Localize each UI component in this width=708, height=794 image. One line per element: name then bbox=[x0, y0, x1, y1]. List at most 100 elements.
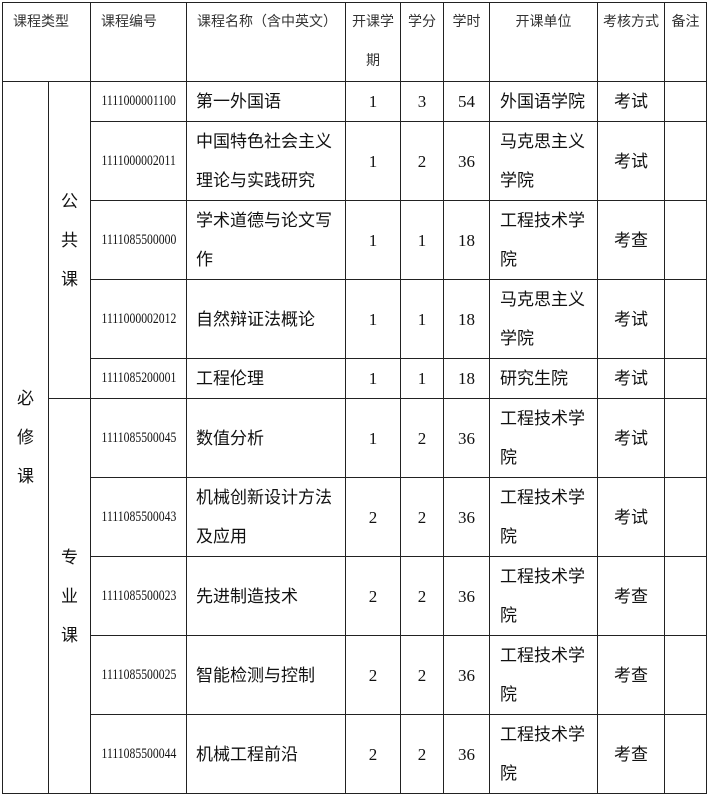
exam-type: 考试 bbox=[597, 398, 665, 478]
credit: 2 bbox=[400, 556, 444, 636]
hours: 54 bbox=[443, 81, 490, 122]
course-code-text: 1111000002011 bbox=[101, 152, 176, 169]
header-exam: 考核方式 bbox=[597, 2, 665, 82]
header-semester: 开课学期 bbox=[345, 2, 401, 82]
table-row: 1111085500025 智能检测与控制 2 2 36 工程技术学院 考查 bbox=[3, 635, 707, 715]
exam-type: 考查 bbox=[597, 200, 665, 280]
semester: 1 bbox=[345, 279, 401, 359]
note bbox=[664, 556, 707, 636]
semester: 2 bbox=[345, 556, 401, 636]
credit: 2 bbox=[400, 635, 444, 715]
exam-type: 考查 bbox=[597, 556, 665, 636]
course-name: 学术道德与论文写作 bbox=[186, 200, 346, 280]
course-code: 1111085500025 bbox=[90, 635, 187, 715]
course-code-text: 1111085500044 bbox=[101, 745, 177, 762]
course-code: 1111085500043 bbox=[90, 477, 187, 557]
course-name: 数值分析 bbox=[186, 398, 346, 478]
credit: 2 bbox=[400, 477, 444, 557]
course-code-text: 1111085200001 bbox=[101, 370, 177, 386]
course-code: 1111085500045 bbox=[90, 398, 187, 478]
exam-type: 考查 bbox=[597, 635, 665, 715]
hours: 36 bbox=[443, 477, 490, 557]
credit: 3 bbox=[400, 81, 444, 122]
course-name: 智能检测与控制 bbox=[186, 635, 346, 715]
exam-type: 考试 bbox=[597, 121, 665, 201]
header-note: 备注 bbox=[664, 2, 707, 82]
exam-type: 考试 bbox=[597, 279, 665, 359]
category-major-text: 专业课 bbox=[61, 547, 78, 645]
course-code: 1111085500044 bbox=[90, 714, 187, 794]
hours: 36 bbox=[443, 556, 490, 636]
semester: 1 bbox=[345, 398, 401, 478]
exam-type: 考试 bbox=[597, 81, 665, 122]
table-row: 专业课 1111085500045 数值分析 1 2 36 工程技术学院 考试 bbox=[3, 398, 707, 794]
course-code: 1111000002011 bbox=[90, 121, 187, 201]
course-name: 工程伦理 bbox=[186, 358, 346, 399]
credit: 1 bbox=[400, 200, 444, 280]
course-code: 1111085200001 bbox=[90, 358, 187, 399]
note bbox=[664, 635, 707, 715]
hours: 18 bbox=[443, 200, 490, 280]
note bbox=[664, 200, 707, 280]
header-hours: 学时 bbox=[443, 2, 490, 82]
course-name: 第一外国语 bbox=[186, 81, 346, 122]
course-name: 中国特色社会主义理论与实践研究 bbox=[186, 121, 346, 201]
note bbox=[664, 477, 707, 557]
unit: 研究生院 bbox=[489, 358, 598, 399]
exam-type: 考试 bbox=[597, 477, 665, 557]
course-code-text: 1111000002012 bbox=[101, 310, 177, 327]
header-row: 课程类型 课程编号 课程名称（含中英文） 开课学期 学分 学时 开课单位 考核方… bbox=[2, 2, 707, 82]
credit: 2 bbox=[400, 714, 444, 794]
note bbox=[664, 81, 707, 122]
exam-type: 考试 bbox=[597, 358, 665, 399]
category-public-text: 公共课 bbox=[61, 191, 78, 289]
semester: 1 bbox=[345, 200, 401, 280]
table-row: 1111085500043 机械创新设计方法及应用 2 2 36 工程技术学院 考试 bbox=[3, 477, 707, 557]
unit: 马克思主义学院 bbox=[489, 279, 598, 359]
table-row: 1111085500044 机械工程前沿 2 2 36 工程技术学院 考查 bbox=[3, 714, 707, 794]
course-code-text: 1111085500043 bbox=[101, 508, 177, 525]
unit: 工程技术学院 bbox=[489, 714, 598, 794]
note bbox=[664, 279, 707, 359]
note bbox=[664, 358, 707, 399]
course-code: 1111000002012 bbox=[90, 279, 187, 359]
category-main-text: 必修课 bbox=[17, 389, 34, 486]
header-semester-text: 开课学期 bbox=[352, 15, 394, 69]
course-code: 1111000001100 bbox=[90, 81, 187, 122]
course-code-text: 1111085500045 bbox=[101, 429, 177, 446]
category-major: 专业课 bbox=[48, 398, 91, 794]
hours: 18 bbox=[443, 279, 490, 359]
course-name: 先进制造技术 bbox=[186, 556, 346, 636]
hours: 36 bbox=[443, 121, 490, 201]
course-code: 1111085500023 bbox=[90, 556, 187, 636]
unit: 工程技术学院 bbox=[489, 635, 598, 715]
table-row: 1111085500023 先进制造技术 2 2 36 工程技术学院 考查 bbox=[3, 556, 707, 636]
credit: 2 bbox=[400, 121, 444, 201]
course-code-text: 1111085500025 bbox=[101, 666, 177, 683]
table-row: 1111085200001 工程伦理 1 1 18 研究生院 考试 bbox=[3, 358, 707, 399]
note bbox=[664, 121, 707, 201]
note bbox=[664, 714, 707, 794]
note bbox=[664, 398, 707, 478]
table-row: 1111000002011 中国特色社会主义理论与实践研究 1 2 36 马克思主义学院考… bbox=[3, 121, 707, 201]
course-name: 机械创新设计方法及应用 bbox=[186, 477, 346, 557]
unit: 工程技术学院 bbox=[489, 477, 598, 557]
unit: 工程技术学院 bbox=[489, 200, 598, 280]
unit: 外国语学院 bbox=[489, 81, 598, 122]
unit: 马克思主义学院 bbox=[489, 121, 598, 201]
semester: 2 bbox=[345, 477, 401, 557]
hours: 36 bbox=[443, 635, 490, 715]
credit: 2 bbox=[400, 398, 444, 478]
course-name: 机械工程前沿 bbox=[186, 714, 346, 794]
exam-type: 考查 bbox=[597, 714, 665, 794]
unit: 工程技术学院 bbox=[489, 556, 598, 636]
unit: 工程技术学院 bbox=[489, 398, 598, 478]
table-row: 必修课 公共课 1111000001100 第一外国语 1 3 54 外国语学院 考试 bbox=[2, 81, 707, 794]
hours: 36 bbox=[443, 714, 490, 794]
header-name: 课程名称（含中英文） bbox=[186, 2, 346, 82]
course-name: 自然辩证法概论 bbox=[186, 279, 346, 359]
credit: 1 bbox=[400, 279, 444, 359]
course-code: 1111085500000 bbox=[90, 200, 187, 280]
header-credit: 学分 bbox=[400, 2, 444, 82]
